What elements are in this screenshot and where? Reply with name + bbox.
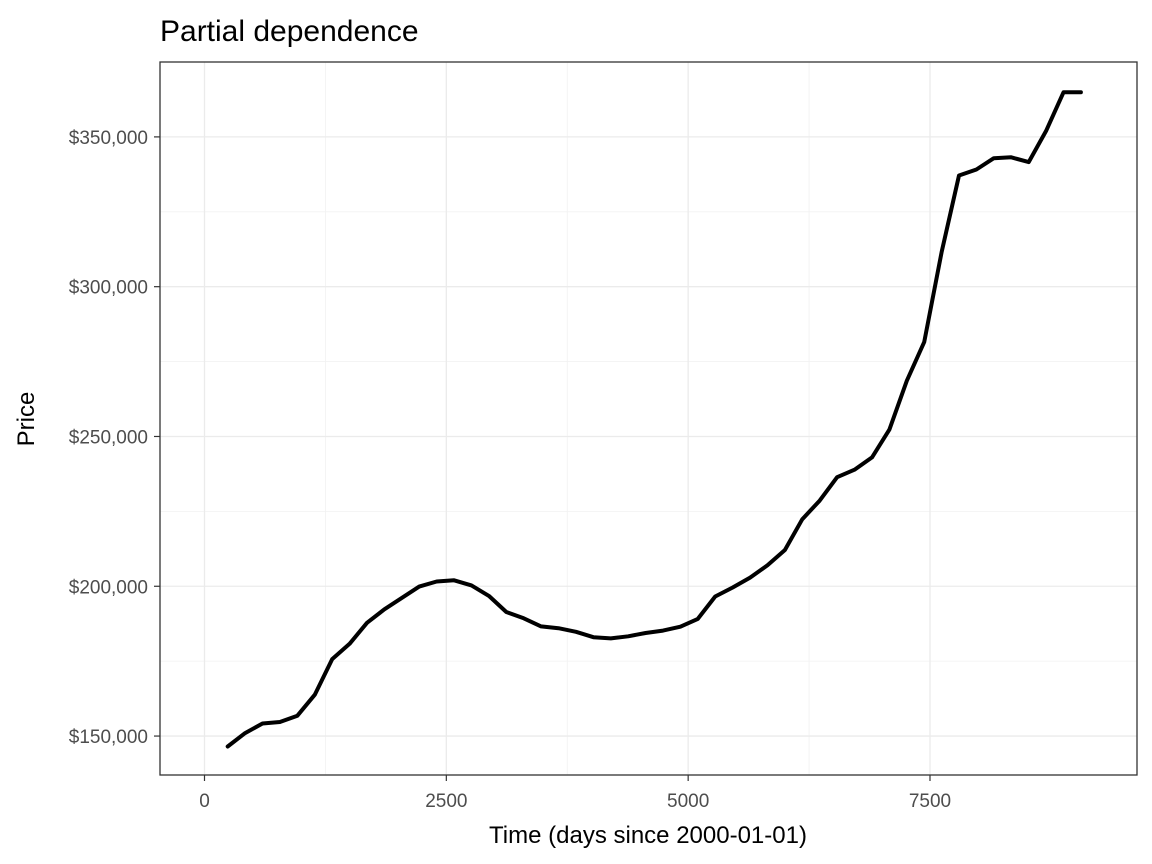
chart-title: Partial dependence xyxy=(160,15,419,48)
x-axis-ticks: 0 2500 5000 7500 xyxy=(199,775,951,812)
price-line xyxy=(225,90,1083,749)
plot-panel-border xyxy=(159,61,1138,776)
y-tick-label: $350,000 xyxy=(69,128,148,149)
major-gridlines xyxy=(160,62,1137,775)
x-tick-label: 5000 xyxy=(667,791,709,812)
x-tick-label: 0 xyxy=(199,791,210,812)
y-tick-label: $250,000 xyxy=(69,427,148,448)
y-tick-label: $200,000 xyxy=(69,577,148,598)
y-tick-label: $150,000 xyxy=(69,727,148,748)
y-axis-title: Price xyxy=(13,392,40,447)
minor-gridlines xyxy=(160,62,1137,775)
y-tick-label: $300,000 xyxy=(69,278,148,299)
x-axis-title: Time (days since 2000-01-01) xyxy=(489,822,807,849)
x-tick-label: 2500 xyxy=(425,791,467,812)
y-axis-ticks: $150,000 $200,000 $250,000 $300,000 $350,000 xyxy=(69,128,160,748)
x-tick-label: 7500 xyxy=(909,791,951,812)
